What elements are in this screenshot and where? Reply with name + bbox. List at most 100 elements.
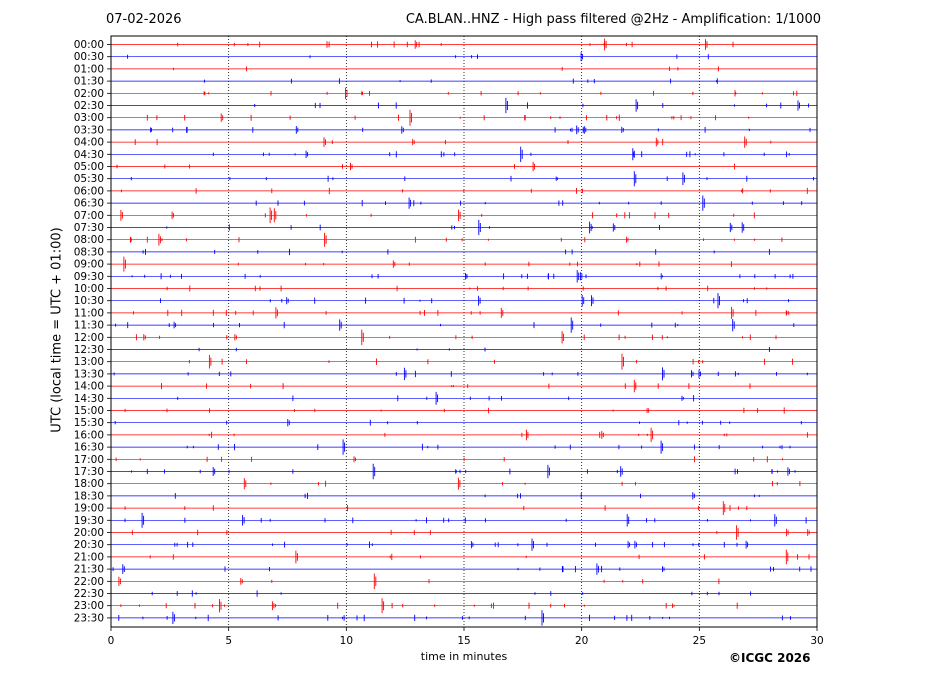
y-tick-label: 16:30 <box>74 442 104 454</box>
y-tick-label: 10:30 <box>74 295 104 307</box>
x-tick-label: 0 <box>108 635 115 647</box>
trace-spikes <box>131 270 794 283</box>
y-tick-label: 06:00 <box>74 185 104 197</box>
x-tick-label: 15 <box>457 635 470 647</box>
trace-spikes <box>161 379 751 393</box>
y-tick-label: 11:30 <box>74 320 104 332</box>
y-tick-label: 02:30 <box>74 100 104 112</box>
y-tick-label: 23:00 <box>74 600 104 612</box>
trace-spikes <box>160 293 790 309</box>
y-tick-label: 19:30 <box>74 515 104 527</box>
trace-spikes <box>146 109 750 126</box>
y-tick-label: 17:00 <box>74 454 104 466</box>
trace-spikes <box>129 232 783 247</box>
trace-spikes <box>149 549 810 565</box>
trace-spikes <box>130 171 814 187</box>
trace-spikes <box>115 456 783 463</box>
trace-spikes <box>255 195 803 211</box>
y-tick-label: 18:30 <box>74 490 104 502</box>
x-tick-group: 0 5 10 15 20 25 30 <box>108 627 824 647</box>
copyright-label: ©ICGC 2026 <box>729 651 811 665</box>
trace-spikes <box>118 573 720 590</box>
x-tick-label: 10 <box>340 635 353 647</box>
y-tick-label: 01:00 <box>74 63 104 75</box>
x-tick-label: 5 <box>225 635 232 647</box>
trace-spikes <box>120 207 755 224</box>
trace-spikes <box>254 97 810 114</box>
y-tick-label: 07:00 <box>74 210 104 222</box>
y-tick-label: 06:30 <box>74 198 104 210</box>
y-tick-label: 04:30 <box>74 149 104 161</box>
trace-spikes <box>186 439 791 455</box>
y-tick-label: 02:00 <box>74 88 104 100</box>
y-tick-label: 16:00 <box>74 429 104 441</box>
trace-spikes <box>142 248 770 256</box>
trace-spikes <box>123 256 732 272</box>
y-tick-label: 13:00 <box>74 356 104 368</box>
y-tick-label: 03:00 <box>74 112 104 124</box>
y-tick-label: 07:30 <box>74 222 104 234</box>
trace-spikes <box>204 78 718 84</box>
grid-lines <box>228 36 700 627</box>
y-tick-label: 18:00 <box>74 478 104 490</box>
trace-spikes <box>131 525 810 540</box>
trace-spikes <box>135 329 777 345</box>
y-tick-group: 00:0000:3001:0001:3002:0002:3003:0003:30… <box>74 39 111 624</box>
y-tick-label: 15:30 <box>74 417 104 429</box>
trace-spikes <box>212 146 790 162</box>
x-axis-label: time in minutes <box>420 650 508 663</box>
trace-spikes <box>243 477 801 490</box>
chart-title: CA.BLAN..HNZ - High pass filtered @2Hz -… <box>405 12 821 27</box>
y-tick-label: 20:30 <box>74 539 104 551</box>
plot-frame <box>110 35 818 628</box>
y-tick-label: 08:30 <box>74 246 104 258</box>
y-tick-label: 14:00 <box>74 381 104 393</box>
trace-spikes <box>116 161 736 172</box>
y-tick-label: 15:00 <box>74 405 104 417</box>
trace-spikes <box>203 87 798 99</box>
trace-spikes <box>174 538 749 551</box>
trace-spikes <box>131 463 796 480</box>
y-tick-label: 13:30 <box>74 368 104 380</box>
y-tick-label: 22:30 <box>74 588 104 600</box>
trace-spikes <box>208 427 808 442</box>
y-tick-label: 05:30 <box>74 173 104 185</box>
y-tick-label: 09:00 <box>74 259 104 271</box>
trace-spikes <box>113 367 808 381</box>
y-tick-label: 12:30 <box>74 344 104 356</box>
trace-spikes <box>166 285 768 292</box>
y-tick-label: 03:30 <box>74 124 104 136</box>
x-tick-label: 20 <box>575 635 588 647</box>
y-tick-label: 23:30 <box>74 612 104 624</box>
y-tick-label: 10:00 <box>74 283 104 295</box>
y-tick-label: 21:30 <box>74 564 104 576</box>
trace-spikes <box>174 492 760 500</box>
trace-spikes <box>177 391 695 405</box>
y-tick-label: 01:30 <box>74 76 104 88</box>
trace-spikes <box>127 52 709 62</box>
y-tick-label: 04:00 <box>74 137 104 149</box>
trace-spikes <box>177 38 734 51</box>
y-tick-label: 12:00 <box>74 332 104 344</box>
y-tick-label: 17:30 <box>74 466 104 478</box>
y-tick-label: 08:00 <box>74 234 104 246</box>
y-tick-label: 14:30 <box>74 393 104 405</box>
trace-spikes <box>198 347 770 352</box>
trace-spikes <box>114 419 802 427</box>
trace-spikes <box>166 219 745 236</box>
x-tick-label: 30 <box>810 635 823 647</box>
y-tick-label: 22:00 <box>74 576 104 588</box>
trace-spikes <box>112 563 812 575</box>
y-tick-label: 09:30 <box>74 271 104 283</box>
trace-spikes <box>124 407 785 414</box>
trace-spikes <box>120 598 738 614</box>
y-tick-label: 19:00 <box>74 503 104 515</box>
trace-group <box>111 38 817 626</box>
x-tick-label: 25 <box>693 635 706 647</box>
trace-spikes <box>115 317 795 333</box>
trace-spikes <box>124 501 748 515</box>
trace-spikes <box>124 512 807 528</box>
y-tick-label: 05:00 <box>74 161 104 173</box>
trace-spikes <box>188 353 794 370</box>
